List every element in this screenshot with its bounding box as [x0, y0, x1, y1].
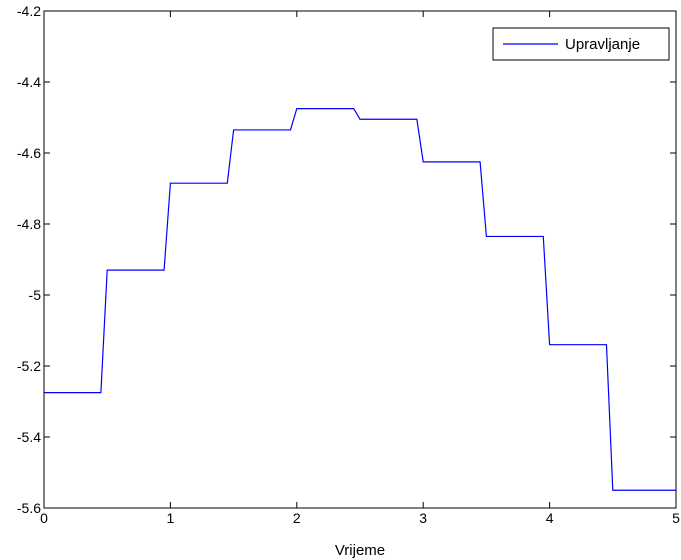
- axes-background: [44, 11, 676, 508]
- y-tick-label: -5.6: [17, 500, 41, 516]
- x-tick-label: 4: [546, 510, 554, 526]
- y-tick-label: -5: [29, 287, 42, 303]
- x-tick-label: 3: [419, 510, 427, 526]
- legend-label: Upravljanje: [565, 36, 640, 53]
- y-tick-label: -5.2: [17, 358, 41, 374]
- y-tick-label: -4.2: [17, 3, 41, 19]
- y-tick-label: -4.8: [17, 216, 41, 232]
- x-tick-label: 1: [167, 510, 175, 526]
- y-tick-label: -4.4: [17, 74, 41, 90]
- axes-box: [43, 10, 677, 509]
- x-tick-label: 5: [672, 510, 680, 526]
- x-tick-label: 2: [293, 510, 301, 526]
- x-tick-label: 0: [40, 510, 48, 526]
- x-axis: 0 1 2 3 4 5: [40, 11, 680, 526]
- y-axis: -4.2 -4.4 -4.6 -4.8 -5 -5.2 -5.4 -5.6: [17, 3, 676, 516]
- series-line-upravljanje: [44, 108, 676, 491]
- y-tick-label: -5.4: [17, 429, 41, 445]
- x-axis-label: Vrijeme: [335, 542, 385, 559]
- legend: Upravljanje: [492, 27, 670, 61]
- plot-area: [43, 10, 677, 509]
- y-tick-label: -4.6: [17, 145, 41, 161]
